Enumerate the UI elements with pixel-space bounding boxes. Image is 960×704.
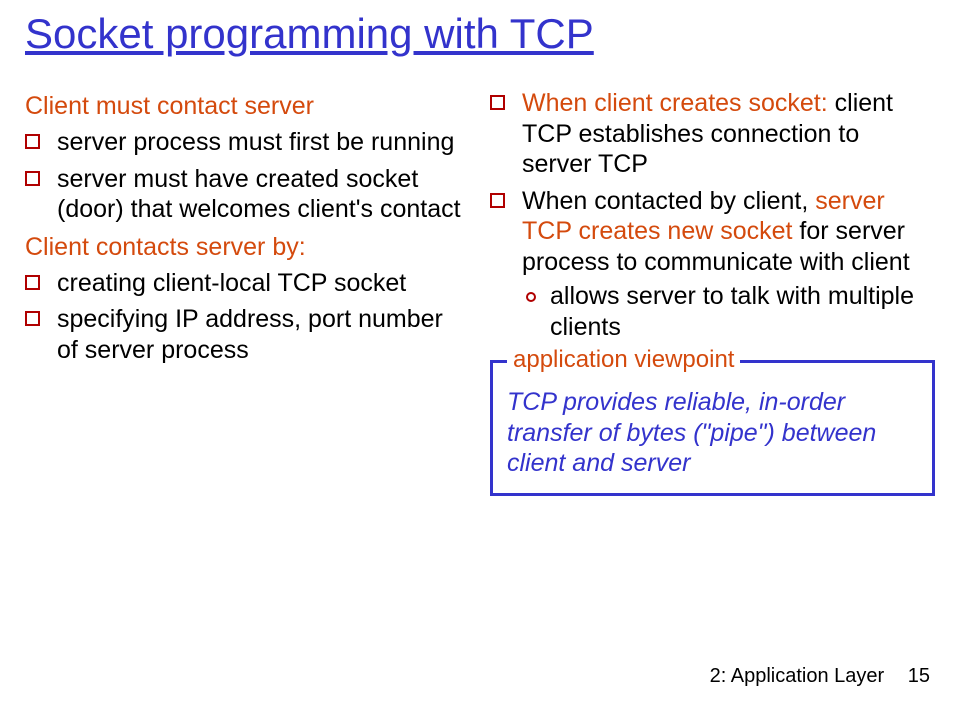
right-column: When client creates socket: client TCP e…: [480, 88, 935, 496]
bullet-item: creating client-local TCP socket: [25, 268, 470, 299]
sub-bullet-list: allows server to talk with multiple clie…: [522, 281, 935, 342]
footer-label: 2: Application Layer: [710, 665, 885, 687]
bullet-list-2: creating client-local TCP socket specify…: [25, 268, 470, 366]
content-columns: Client must contact server server proces…: [25, 88, 935, 496]
slide-title: Socket programming with TCP: [25, 10, 594, 58]
bullet-item: When contacted by client, server TCP cre…: [490, 186, 935, 343]
highlight-text: When client creates socket:: [522, 89, 835, 117]
viewpoint-legend: application viewpoint: [507, 346, 740, 374]
body-text: When contacted by client,: [522, 187, 815, 215]
bullet-item: server process must first be running: [25, 127, 470, 158]
left-column: Client must contact server server proces…: [25, 88, 480, 496]
bullet-item: specifying IP address, port number of se…: [25, 304, 470, 365]
slide-footer: 2: Application Layer 15: [710, 665, 930, 688]
viewpoint-box: application viewpoint TCP provides relia…: [490, 360, 935, 496]
sub-bullet-item: allows server to talk with multiple clie…: [522, 281, 935, 342]
bullet-item: server must have created socket (door) t…: [25, 164, 470, 225]
bullet-item: When client creates socket: client TCP e…: [490, 88, 935, 180]
bullet-list-3: When client creates socket: client TCP e…: [490, 88, 935, 342]
bullet-list-1: server process must first be running ser…: [25, 127, 470, 225]
viewpoint-body: TCP provides reliable, in-order transfer…: [507, 387, 918, 479]
page-number: 15: [908, 665, 930, 687]
heading-client-contacts-by: Client contacts server by:: [25, 233, 470, 262]
heading-client-must-contact: Client must contact server: [25, 92, 470, 121]
